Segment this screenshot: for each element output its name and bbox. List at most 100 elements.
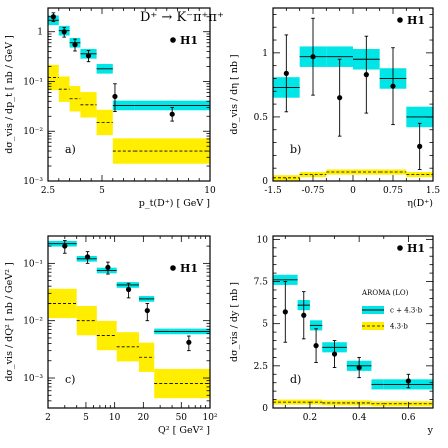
panel-a: 2.5 5 10 1 10⁻¹ 10⁻² 10⁻³ p_t(D⁺) [ GeV ] dσ_vis… (4, 7, 216, 209)
data-point (144, 307, 150, 314)
x-tick-label: 0 (350, 186, 356, 196)
plot-area (273, 17, 433, 181)
data-point (112, 93, 118, 100)
y-tick-label: 10⁻³ (23, 374, 43, 384)
x-tick-label: 5 (83, 413, 89, 423)
yellow-band-bin (96, 320, 117, 351)
yellow-band-bin (353, 169, 380, 175)
y-tick-label: 10⁻² (23, 317, 43, 327)
yellow-band-bin (96, 109, 113, 136)
y-axis-label: dσ_vis / dp_t [ nb / GeV ] (4, 35, 15, 154)
data-point (301, 312, 307, 318)
panel-b: -1.5 -0.75 0 0.75 1.5 0 0.5 1 η(D⁺) dσ_vis / dη [… (229, 7, 441, 209)
x-tick-label: 50 (176, 413, 188, 423)
x-tick-label: 0.75 (383, 186, 403, 196)
x-tick-label: 0.4 (352, 413, 367, 423)
panel-label: a) (65, 143, 76, 156)
x-tick-label: 0.2 (303, 413, 317, 423)
y-tick-label: 5 (262, 320, 268, 330)
axis-frame (47, 7, 211, 182)
x-axis-label: y (427, 425, 434, 436)
panel-label: d) (290, 373, 301, 386)
legend-h1: H1 (180, 262, 198, 275)
legend-marker-h1 (397, 17, 403, 23)
yellow-band-bin (48, 288, 77, 319)
x-tick-label: -1.5 (264, 186, 282, 196)
legend-marker-h1 (170, 265, 176, 271)
axis-frame (272, 235, 434, 409)
yellow-band-bin (273, 175, 300, 181)
panel-label: b) (290, 143, 301, 156)
plot-area (48, 240, 210, 399)
plot-area (273, 274, 433, 407)
x-tick-label: -0.75 (301, 186, 324, 196)
legend-title: AROMA (LO) (361, 289, 409, 297)
data-point (417, 143, 423, 149)
legend-h1: H1 (407, 14, 425, 27)
y-tick-label: 10 (257, 235, 269, 245)
data-point (310, 54, 316, 60)
data-point (282, 309, 288, 315)
data-point (331, 351, 338, 357)
data-point (186, 339, 192, 345)
data-point (61, 29, 67, 35)
panel-label: c) (65, 373, 75, 386)
x-tick-label: 10 (204, 186, 216, 196)
data-point (72, 42, 78, 48)
legend-marker-h1 (397, 245, 403, 251)
legend-h1: H1 (407, 242, 425, 255)
x-tick-label: 0.6 (401, 413, 416, 423)
y-tick-label: 1 (37, 28, 43, 38)
y-tick-label: 10⁻¹ (23, 77, 43, 87)
data-point (313, 343, 319, 349)
x-tick-label: 20 (138, 413, 150, 423)
y-tick-label: 7.5 (254, 278, 269, 288)
y-tick-label: 2.5 (254, 362, 269, 372)
data-point (62, 243, 68, 249)
data-point (50, 14, 57, 20)
panel-c: 2 5 10 20 50 10² 10⁻¹ 10⁻² 10⁻³ Q² [ GeV² ] dσ_vis… (4, 235, 218, 436)
data-point (85, 53, 92, 59)
y-tick-label: 10⁻³ (23, 177, 43, 187)
y-tick-label: 0.5 (254, 113, 269, 123)
x-tick-label: 10 (109, 413, 121, 423)
x-tick-label: 10² (202, 413, 217, 423)
data-point (105, 264, 111, 271)
data-point (405, 378, 411, 384)
data-point (125, 286, 132, 293)
y-tick-label: 10⁻¹ (23, 259, 43, 269)
yellow-band-bin (326, 169, 353, 175)
legend-entry: c + 4.3·b (390, 307, 423, 315)
yellow-band-bin (80, 92, 97, 118)
y-axis-label: dσ_vis / dη [ nb ] (229, 54, 240, 134)
process-label: D⁺ → K⁻π⁺π⁺ (140, 10, 224, 25)
axis-frame (47, 235, 211, 409)
y-axis-label: dσ_vis / dy [ nb ] (229, 282, 240, 362)
legend-entry: 4.3·b (390, 323, 408, 331)
x-tick-label: 1.5 (426, 186, 441, 196)
y-tick-label: 10⁻² (23, 127, 43, 137)
y-tick-label: 0 (262, 177, 268, 187)
legend-marker-h1 (170, 37, 176, 43)
x-tick-label: 2 (45, 413, 51, 423)
data-point (84, 254, 91, 260)
legend-h1: H1 (180, 34, 198, 47)
yellow-band-bin (406, 172, 433, 178)
data-point (283, 70, 289, 76)
x-axis-label: Q² [ GeV² ] (158, 425, 210, 436)
data-point (390, 83, 396, 89)
plot-area (48, 12, 210, 164)
panel-d: 0.2 0.4 0.6 0 2.5 5 7.5 10 y dσ_vis / dy [ nb ] d)… (229, 235, 434, 436)
yellow-band-bin (299, 172, 327, 178)
data-point (356, 364, 362, 371)
y-axis-label: dσ_vis / dQ² [ nb / GeV² ] (4, 262, 15, 381)
x-tick-label: 5 (99, 186, 105, 196)
data-point (363, 72, 369, 78)
x-tick-label: 2.5 (41, 186, 56, 196)
data-point (169, 111, 175, 117)
yellow-band-bin (379, 169, 407, 175)
x-axis-label: p_t(D⁺) [ GeV ] (139, 198, 210, 209)
x-axis-label: η(D⁺) (407, 198, 433, 209)
y-tick-label: 0 (262, 404, 268, 414)
